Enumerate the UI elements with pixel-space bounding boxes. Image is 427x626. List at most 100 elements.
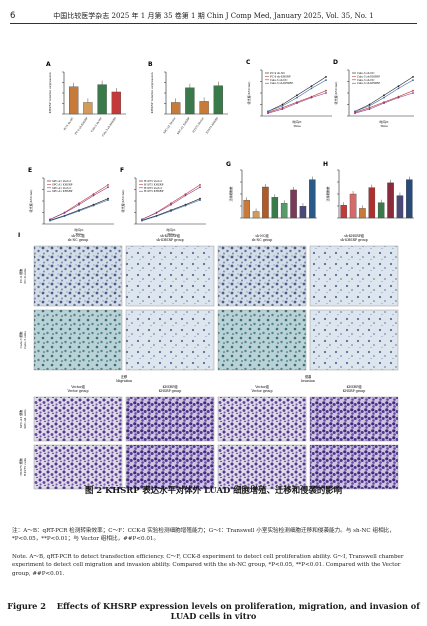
legend-C-1: PC-9 sh-KHSRP bbox=[270, 74, 291, 78]
xtick-A-2: Calu-3 sh-NC bbox=[90, 116, 103, 133]
col-header-top-3-0: sh-KHSRP组 bbox=[344, 233, 365, 238]
row-label-bottom-1-1: H1975 cells bbox=[23, 457, 27, 476]
xlabel-en-D: Time bbox=[380, 124, 388, 128]
micrograph-bottom-r1-c0 bbox=[33, 444, 123, 490]
col-header-bottom-2-0: Vector组 bbox=[254, 384, 269, 389]
xlabel-E: 时间/d bbox=[75, 227, 84, 232]
xtick-B-2: H1975 Vector bbox=[191, 116, 205, 134]
xlabel-D: 时间/d bbox=[380, 119, 389, 124]
xlabel-F: 时间/d bbox=[167, 227, 176, 232]
caption-en: Figure 2 Effects of KHSRP expression lev… bbox=[0, 601, 427, 621]
micrograph-top-r0-c0 bbox=[33, 245, 123, 307]
ylabel-H: 迁移细胞数 bbox=[325, 186, 330, 201]
xtick-A-3: Calu-3 sh-KHSRP bbox=[101, 116, 118, 137]
panel-label-H: H bbox=[323, 161, 328, 168]
bar-H-1 bbox=[349, 193, 357, 219]
xtick-B-0: SPC-A1 Vector bbox=[162, 116, 177, 135]
series-line-C-1 bbox=[267, 90, 327, 113]
micrograph-bottom-r1-c1 bbox=[125, 444, 215, 490]
series-line-E-0 bbox=[49, 198, 109, 221]
panel-label-G: G bbox=[226, 161, 231, 168]
micrograph-top-r0-c1 bbox=[125, 245, 215, 307]
legend-F-1: H1975 KHSRP bbox=[144, 182, 164, 186]
bar-H-6 bbox=[396, 195, 404, 219]
col-header-bottom-0-0: Vector组 bbox=[70, 384, 85, 389]
micrograph-bottom-r1-c2 bbox=[217, 444, 307, 490]
bar-H-4 bbox=[377, 202, 385, 219]
micrograph-bottom-r1-c3 bbox=[309, 444, 399, 490]
legend-F-0: H1975 Vector bbox=[144, 179, 163, 183]
bar-G-3 bbox=[271, 197, 279, 219]
row-label-top-1-0: Calu-3 细胞 bbox=[18, 332, 23, 349]
series-line-D-0 bbox=[354, 76, 414, 112]
series-line-C-2 bbox=[267, 79, 327, 112]
bar-H-7 bbox=[406, 179, 413, 219]
invasion-label-0: 侵袭 bbox=[305, 374, 312, 379]
micrograph-bottom-r0-c2 bbox=[217, 396, 307, 442]
xlabel-C: 时间/d bbox=[293, 119, 302, 124]
legend-E-0: SPC-A1 Vector bbox=[52, 179, 72, 183]
invasion-label-1: Invasion bbox=[301, 379, 315, 383]
xtick-A-1: PC-9 sh-KHSRP bbox=[74, 116, 89, 135]
micrograph-top-r1-c1 bbox=[125, 309, 215, 371]
col-header-bottom-3-0: KHSRP组 bbox=[346, 384, 362, 389]
col-header-top-3-1: sh-KHSRP group bbox=[340, 238, 367, 242]
legend-C-2: Calu-3 sh-NC bbox=[270, 78, 288, 82]
micrograph-top-r0-c2 bbox=[217, 245, 307, 307]
ylabel-C: 吸光度(450 nm) bbox=[246, 82, 251, 105]
bar-B-2 bbox=[199, 101, 209, 115]
legend-E-3: SPC-A1 KHSRP bbox=[52, 189, 73, 193]
journal-line: 中国比较医学杂志 2025 年 1 月第 35 卷第 1 期 Chin J Co… bbox=[53, 12, 374, 20]
panel-label-I: I bbox=[18, 232, 20, 239]
col-header-bottom-1-0: KHSRP组 bbox=[162, 384, 178, 389]
series-line-F-2 bbox=[141, 199, 201, 222]
bar-B-3 bbox=[213, 85, 223, 115]
series-line-F-3 bbox=[141, 186, 201, 220]
bar-B-1 bbox=[185, 87, 195, 115]
xtick-A-0: PC-9 sh-NC bbox=[63, 116, 75, 131]
panel-label-A: A bbox=[46, 61, 51, 68]
panel-label-F: F bbox=[120, 167, 124, 174]
xlabel-en-F: Time bbox=[167, 232, 175, 236]
col-header-bottom-1-1: KHSRP group bbox=[159, 389, 181, 393]
ylabel-F: 吸光度(450 nm) bbox=[120, 190, 125, 213]
bar-G-0 bbox=[243, 200, 250, 219]
caption-cn: 图 2 KHSRP 表达水平对体外 LUAD 细胞增殖、迁移和侵袭的影响 bbox=[84, 485, 342, 495]
micrograph-bottom-r0-c0 bbox=[33, 396, 123, 442]
bar-G-1 bbox=[252, 211, 260, 219]
micrograph-top-r1-c0 bbox=[33, 309, 123, 371]
legend-D-0: Calu-3 sh-NC bbox=[357, 71, 375, 75]
series-line-E-2 bbox=[49, 199, 109, 222]
row-label-bottom-1-0: H1975 细胞 bbox=[18, 458, 23, 475]
figure-2: A KHSRP relative expression PC-9 sh-NC PC-9… bbox=[14, 30, 414, 530]
panel-label-B: B bbox=[148, 61, 153, 68]
col-header-top-1-1: sh-KHSRP group bbox=[156, 238, 183, 242]
bar-A-0 bbox=[69, 86, 79, 115]
note-en: Note. A～B, qRT-PCR to detect transfectio… bbox=[12, 554, 404, 577]
bar-G-4 bbox=[280, 203, 288, 219]
bar-H-0 bbox=[340, 205, 347, 219]
ylabel-G: 迁移细胞数 bbox=[228, 186, 233, 201]
ylabel-B: KHSRP relative expression bbox=[150, 72, 154, 113]
col-header-bottom-3-1: KHSRP group bbox=[343, 389, 365, 393]
ylabel-E: 吸光度(450 nm) bbox=[28, 190, 33, 213]
legend-D-2: Calu-3 sh-NC bbox=[357, 78, 375, 82]
ylabel-A: KHSRP relative expression bbox=[48, 72, 52, 113]
caption-en-prefix: Figure 2 bbox=[7, 601, 46, 611]
caption-en-text: Effects of KHSRP expression levels on pr… bbox=[56, 601, 420, 621]
bar-A-2 bbox=[97, 84, 107, 115]
legend-C-3: Calu-3 sh-KHSRP bbox=[270, 81, 293, 85]
series-line-E-3 bbox=[49, 186, 109, 220]
col-header-top-0-1: sh-NC group bbox=[68, 238, 89, 242]
bar-A-3 bbox=[111, 91, 121, 115]
bar-H-3 bbox=[368, 187, 376, 219]
series-line-D-3 bbox=[354, 92, 414, 114]
series-line-F-1 bbox=[141, 184, 201, 220]
micrograph-bottom-r0-c1 bbox=[125, 396, 215, 442]
legend-F-2: H1975 Vector bbox=[144, 186, 163, 190]
bar-G-5 bbox=[290, 189, 297, 219]
bar-G-2 bbox=[262, 186, 269, 219]
series-line-E-1 bbox=[49, 184, 109, 220]
